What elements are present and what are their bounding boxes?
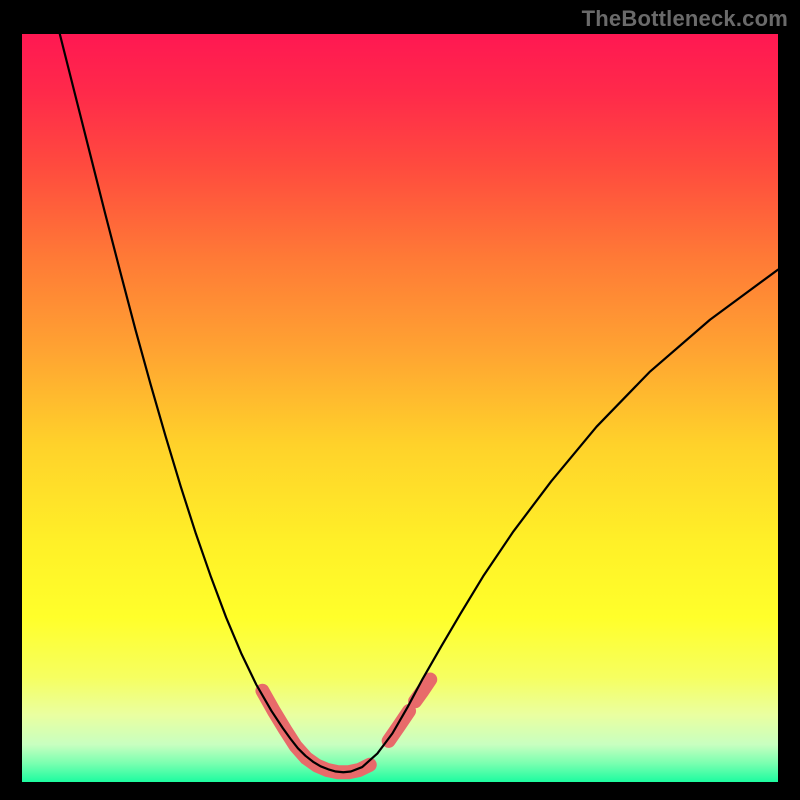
bottleneck-curve-chart — [22, 34, 778, 782]
outer-frame: TheBottleneck.com — [0, 0, 800, 800]
watermark-text: TheBottleneck.com — [582, 6, 788, 32]
gradient-background — [22, 34, 778, 782]
